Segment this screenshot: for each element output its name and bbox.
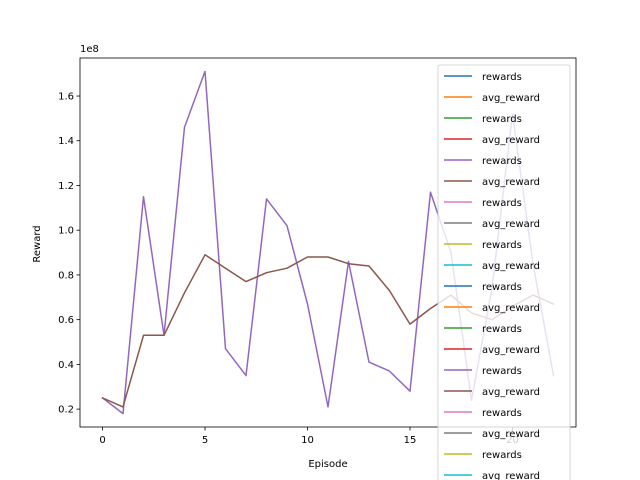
x-tick-label: 5 (202, 435, 208, 446)
x-axis-title: Episode (308, 459, 347, 470)
x-tick-label: 15 (404, 435, 417, 446)
y-tick-label: 1.6 (58, 92, 74, 103)
legend-label: rewards (482, 324, 522, 335)
legend-label: avg_reward (482, 471, 540, 480)
legend-label: rewards (482, 282, 522, 293)
y-tick-label: 0.2 (58, 405, 74, 416)
y-tick-label: 0.4 (58, 360, 74, 371)
y-axis-title: Reward (32, 225, 43, 262)
legend-label: avg_reward (482, 93, 540, 104)
legend-label: avg_reward (482, 261, 540, 272)
y-tick-label: 1.0 (58, 226, 74, 237)
legend-label: avg_reward (482, 345, 540, 356)
x-tick-label: 10 (301, 435, 314, 446)
legend-label: rewards (482, 408, 522, 419)
legend-label: avg_reward (482, 429, 540, 440)
legend-label: avg_reward (482, 135, 540, 146)
legend-label: rewards (482, 366, 522, 377)
legend-label: rewards (482, 72, 522, 83)
legend-label: rewards (482, 156, 522, 167)
legend-label: avg_reward (482, 219, 540, 230)
x-tick-label: 0 (99, 435, 105, 446)
legend-label: avg_reward (482, 177, 540, 188)
legend: rewardsavg_rewardrewardsavg_rewardreward… (437, 64, 571, 480)
y-axis: 0.2 0.4 0.6 0.8 1.0 1.2 1.4 1.6 (58, 92, 80, 416)
legend-box (437, 64, 571, 480)
y-axis-offset-text: 1e8 (80, 44, 99, 55)
legend-label: avg_reward (482, 387, 540, 398)
y-tick-label: 0.6 (58, 315, 74, 326)
y-tick-label: 0.8 (58, 270, 74, 281)
y-tick-label: 1.2 (58, 181, 74, 192)
legend-label: rewards (482, 114, 522, 125)
legend-label: avg_reward (482, 303, 540, 314)
legend-label: rewards (482, 240, 522, 251)
legend-label: rewards (482, 198, 522, 209)
y-tick-label: 1.4 (58, 136, 74, 147)
legend-label: rewards (482, 450, 522, 461)
axes-frame (79, 57, 577, 428)
